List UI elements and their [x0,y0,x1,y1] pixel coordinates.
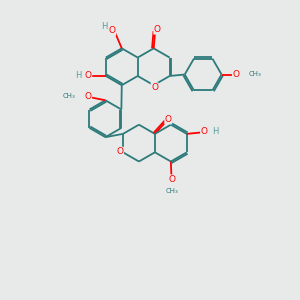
Text: H: H [101,22,107,31]
Text: O: O [85,71,92,80]
Text: CH₃: CH₃ [62,93,75,99]
Text: O: O [200,127,208,136]
Text: CH₃: CH₃ [249,71,262,77]
Text: O: O [109,26,116,35]
Text: H: H [75,71,81,80]
Text: H: H [212,127,218,136]
Text: O: O [116,147,124,156]
Text: O: O [154,25,161,34]
Text: O: O [151,83,158,92]
Text: O: O [232,70,239,79]
Text: O: O [85,92,92,100]
Text: O: O [169,175,176,184]
Text: CH₃: CH₃ [166,188,178,194]
Text: O: O [165,115,172,124]
